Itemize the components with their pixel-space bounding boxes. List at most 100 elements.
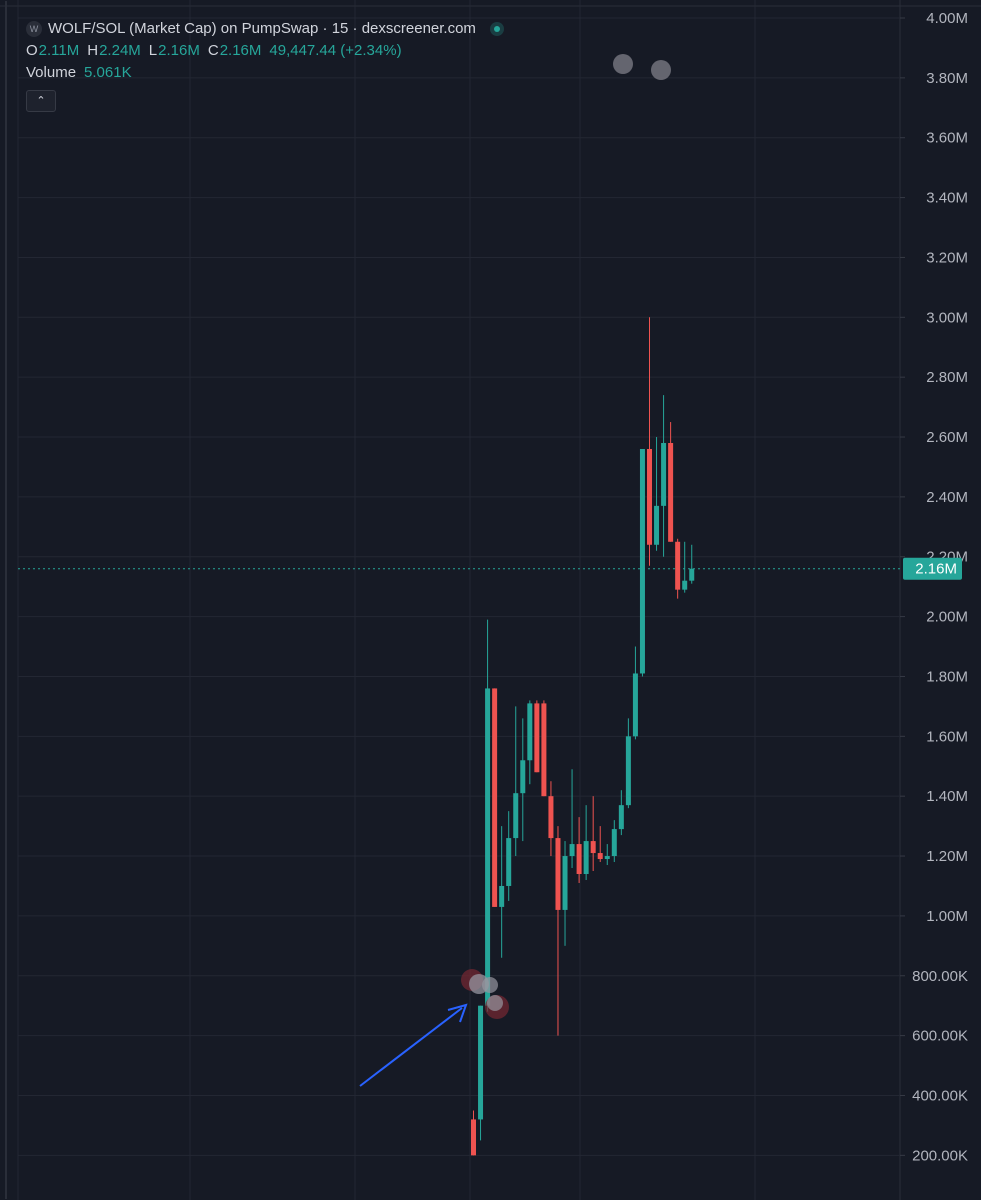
- candle: [618, 790, 624, 836]
- y-tick-label: 4.00M: [926, 10, 968, 27]
- candle-body: [478, 1005, 484, 1120]
- current-price-tag: 2.16M: [903, 557, 962, 580]
- y-tick-label: 3.20M: [926, 249, 968, 266]
- arrow-line: [359, 1007, 463, 1087]
- ohlc-high-value: 2.24M: [99, 42, 141, 59]
- y-tick-label: 2.60M: [926, 429, 968, 446]
- ohlc-row: O 2.11M H 2.24M L 2.16M C 2.16M 49,447.4…: [26, 40, 504, 62]
- current-price-label: 2.16M: [915, 561, 957, 578]
- trade-marker[interactable]: [487, 995, 503, 1011]
- chart-title: WOLF/SOL (Market Cap) on PumpSwap · 15 ·…: [48, 20, 476, 37]
- candles: [471, 317, 695, 1156]
- candle: [654, 437, 660, 551]
- candle-body: [661, 443, 667, 506]
- candle-body: [506, 838, 512, 886]
- ohlc-open-key: O: [26, 42, 38, 59]
- candle: [541, 700, 547, 797]
- y-tick-label: 1.60M: [926, 728, 968, 745]
- candle: [675, 538, 681, 599]
- trade-marker[interactable]: [482, 977, 498, 993]
- candle: [682, 541, 688, 593]
- candle: [555, 826, 561, 1036]
- live-status-icon: [489, 22, 504, 36]
- current-price-tag-bg: [903, 557, 962, 580]
- y-tick-label: 3.40M: [926, 190, 968, 207]
- candle-body: [562, 856, 568, 910]
- candle: [499, 826, 505, 958]
- candle: [562, 841, 568, 946]
- y-tick-label: 1.20M: [926, 848, 968, 865]
- y-tick-label: 1.40M: [926, 788, 968, 805]
- trade-markers[interactable]: [461, 54, 671, 1019]
- candle: [661, 395, 667, 557]
- candle: [527, 700, 533, 785]
- candle: [576, 817, 582, 883]
- candle-body: [597, 853, 603, 860]
- trade-marker[interactable]: [651, 60, 671, 80]
- candle-body: [632, 673, 638, 737]
- ohlc-close-key: C: [207, 42, 219, 59]
- y-tick-label: 3.00M: [926, 309, 968, 326]
- trade-marker[interactable]: [613, 54, 633, 74]
- candle-body: [583, 841, 589, 874]
- y-tick-label: 200.00K: [912, 1147, 968, 1164]
- candle: [569, 769, 575, 869]
- y-tick-label: 2.40M: [926, 489, 968, 506]
- candle: [597, 826, 603, 863]
- candle: [590, 796, 596, 872]
- candle: [583, 805, 589, 880]
- volume-label: Volume: [26, 64, 77, 81]
- candle-body: [675, 541, 681, 590]
- volume-value: 5.061K: [84, 64, 132, 81]
- candle-body: [625, 736, 631, 806]
- y-tick-label: 800.00K: [912, 968, 968, 985]
- candle-body: [541, 703, 547, 797]
- chevron-up-icon: ⌃: [36, 95, 46, 107]
- candle-body: [618, 805, 624, 830]
- candle: [668, 422, 674, 542]
- candle: [485, 619, 491, 1012]
- candle-body: [590, 841, 596, 854]
- candle: [513, 706, 519, 857]
- candle-body: [485, 688, 491, 1006]
- candle: [689, 544, 695, 584]
- candle-body: [611, 829, 617, 857]
- chart-legend: W WOLF/SOL (Market Cap) on PumpSwap · 15…: [26, 18, 504, 112]
- y-tick-label: 400.00K: [912, 1087, 968, 1104]
- candle: [520, 718, 526, 842]
- candle: [625, 718, 631, 809]
- ohlc-low-key: L: [148, 42, 158, 59]
- y-tick-label: 3.60M: [926, 130, 968, 147]
- candle-body: [548, 796, 554, 839]
- candle: [534, 700, 540, 773]
- ohlc-low-value: 2.16M: [158, 42, 200, 59]
- ohlc-high-key: H: [87, 42, 99, 59]
- legend-title-row: W WOLF/SOL (Market Cap) on PumpSwap · 15…: [26, 18, 504, 40]
- collapse-legend-button[interactable]: ⌃: [26, 90, 56, 112]
- y-tick-label: 600.00K: [912, 1028, 968, 1045]
- candle: [647, 317, 652, 566]
- candle-body: [534, 703, 540, 773]
- candle-body: [527, 703, 533, 761]
- y-tick-label: 3.80M: [926, 70, 968, 87]
- y-tick-label: 1.00M: [926, 908, 968, 925]
- candle: [639, 448, 645, 677]
- y-tick-label: 2.00M: [926, 609, 968, 626]
- candle: [632, 646, 638, 740]
- candle-body: [654, 505, 660, 545]
- y-tick-label: 1.80M: [926, 668, 968, 685]
- candle-body: [647, 448, 652, 545]
- horizontal-gridlines: [18, 17, 900, 1156]
- candle: [548, 781, 554, 857]
- ohlc-open-value: 2.11M: [38, 42, 80, 59]
- candle: [478, 1005, 484, 1141]
- candle-body: [492, 688, 498, 907]
- arrow-annotation[interactable]: [359, 1003, 468, 1087]
- token-icon: W: [26, 21, 42, 37]
- vertical-gridlines: [17, 0, 756, 1200]
- ohlc-change: 49,447.44 (+2.34%): [269, 42, 402, 59]
- price-axis[interactable]: 4.00M 3.80M 3.60M 3.40M 3.20M 3.00M 2.80M 2.60M…: [900, 10, 968, 1164]
